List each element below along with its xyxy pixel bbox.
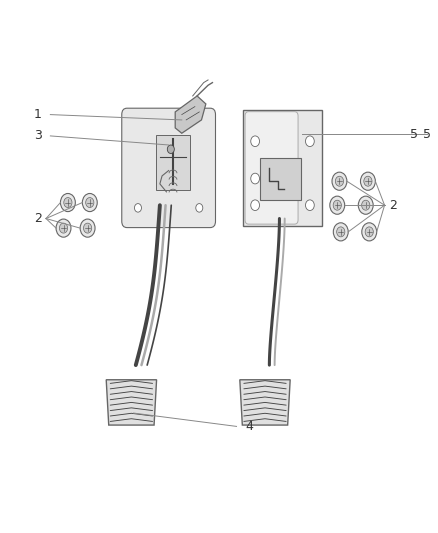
FancyBboxPatch shape [260,158,301,199]
Text: 1: 1 [34,108,42,121]
Circle shape [84,223,92,233]
Polygon shape [175,96,206,133]
Text: 5: 5 [410,128,418,141]
Polygon shape [106,379,156,425]
FancyBboxPatch shape [127,115,211,221]
Circle shape [337,227,345,237]
Circle shape [362,223,377,241]
Circle shape [333,200,341,210]
Circle shape [60,223,67,233]
Circle shape [358,196,373,214]
Circle shape [56,219,71,237]
FancyBboxPatch shape [245,112,298,224]
Text: 4: 4 [245,420,253,433]
Polygon shape [240,379,290,425]
Circle shape [251,200,259,211]
Text: 3: 3 [34,130,42,142]
Circle shape [86,198,94,207]
Circle shape [64,198,72,207]
Circle shape [305,136,314,147]
Circle shape [336,176,343,186]
Circle shape [360,172,375,190]
Circle shape [251,136,259,147]
Circle shape [330,196,345,214]
FancyBboxPatch shape [132,121,205,215]
Circle shape [364,176,372,186]
Circle shape [167,145,174,154]
Circle shape [80,219,95,237]
Circle shape [365,227,373,237]
FancyBboxPatch shape [122,108,215,228]
Circle shape [60,193,75,212]
Circle shape [305,200,314,211]
Circle shape [362,200,370,210]
Circle shape [134,204,141,212]
FancyBboxPatch shape [244,110,321,226]
Text: 2: 2 [34,212,42,225]
FancyBboxPatch shape [156,135,191,190]
Circle shape [82,193,97,212]
Circle shape [332,172,347,190]
Circle shape [251,173,259,184]
Text: 2: 2 [389,199,397,212]
Text: 5: 5 [423,128,431,141]
Circle shape [333,223,348,241]
Circle shape [196,204,203,212]
